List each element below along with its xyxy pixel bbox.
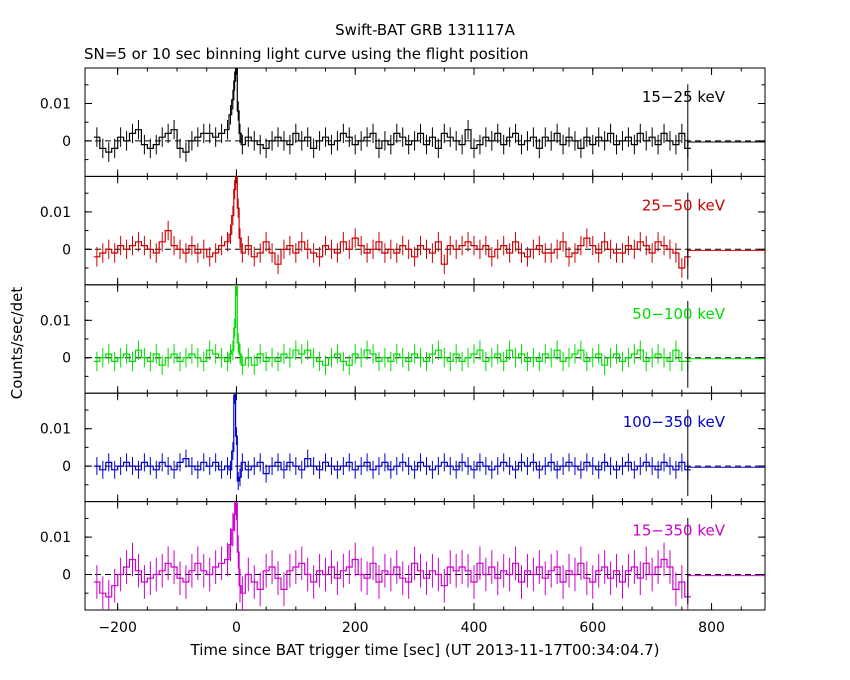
series-2	[93, 176, 765, 280]
x-tick-label: 800	[698, 620, 725, 636]
y-axis-label: Counts/sec/det	[8, 287, 26, 400]
band-label: 100−350 keV	[623, 413, 726, 431]
panel-frame	[84, 67, 766, 177]
y-tick-label: 0	[62, 134, 71, 150]
band-label: 25−50 keV	[642, 196, 726, 214]
x-tick-label: 400	[461, 620, 488, 636]
x-tick-label: 0	[232, 620, 241, 636]
series-5	[93, 501, 765, 611]
y-tick-label: 0.01	[40, 313, 71, 329]
panels-group: 0 0.01 15−25 keV 0 0.01 25−50 keV 0 0.01 50−100 …	[40, 67, 766, 636]
x-tick-label: 200	[342, 620, 369, 636]
light-curve-line	[93, 176, 691, 269]
panel-frame	[84, 501, 766, 611]
series-1	[93, 68, 765, 171]
y-tick-label: 0	[62, 351, 71, 367]
panel-5: 0 0.01 15−350 keV −200 0 200 400 600 800	[40, 501, 766, 636]
panel-3: 0 0.01 50−100 keV	[40, 284, 766, 394]
x-tick-label: 600	[579, 620, 606, 636]
panel-frame	[84, 284, 766, 394]
extension-line	[687, 358, 765, 362]
y-tick-label: 0	[62, 567, 71, 583]
light-curve-line	[93, 502, 691, 598]
band-label: 15−350 keV	[632, 522, 725, 540]
y-tick-label: 0.01	[40, 205, 71, 221]
band-label: 50−100 keV	[632, 305, 725, 323]
light-curve-line	[93, 394, 691, 482]
panel-frame	[84, 175, 766, 286]
x-tick-label: −200	[98, 620, 136, 636]
extension-line	[687, 466, 765, 470]
panel-frame	[84, 392, 766, 503]
y-tick-label: 0.01	[40, 422, 71, 438]
y-tick-label: 0	[62, 459, 71, 475]
light-curve-line	[93, 68, 691, 153]
light-curve-line	[93, 286, 691, 366]
extension-line	[687, 249, 765, 257]
band-label: 15−25 keV	[642, 88, 726, 106]
x-axis-label: Time since BAT trigger time [sec] (UT 20…	[190, 641, 660, 659]
series-3	[93, 284, 765, 388]
series-4	[93, 393, 765, 497]
chart-subtitle: SN=5 or 10 sec binning light curve using…	[84, 45, 529, 63]
y-tick-label: 0	[62, 242, 71, 258]
panel-1: 0 0.01 15−25 keV	[40, 67, 766, 177]
y-tick-label: 0.01	[40, 97, 71, 113]
chart-title: Swift-BAT GRB 131117A	[335, 21, 515, 39]
panel-2: 0 0.01 25−50 keV	[40, 175, 766, 286]
extension-line	[687, 141, 765, 149]
panel-4: 0 0.01 100−350 keV	[40, 392, 766, 503]
y-tick-label: 0.01	[40, 530, 71, 546]
extension-line	[687, 575, 765, 597]
